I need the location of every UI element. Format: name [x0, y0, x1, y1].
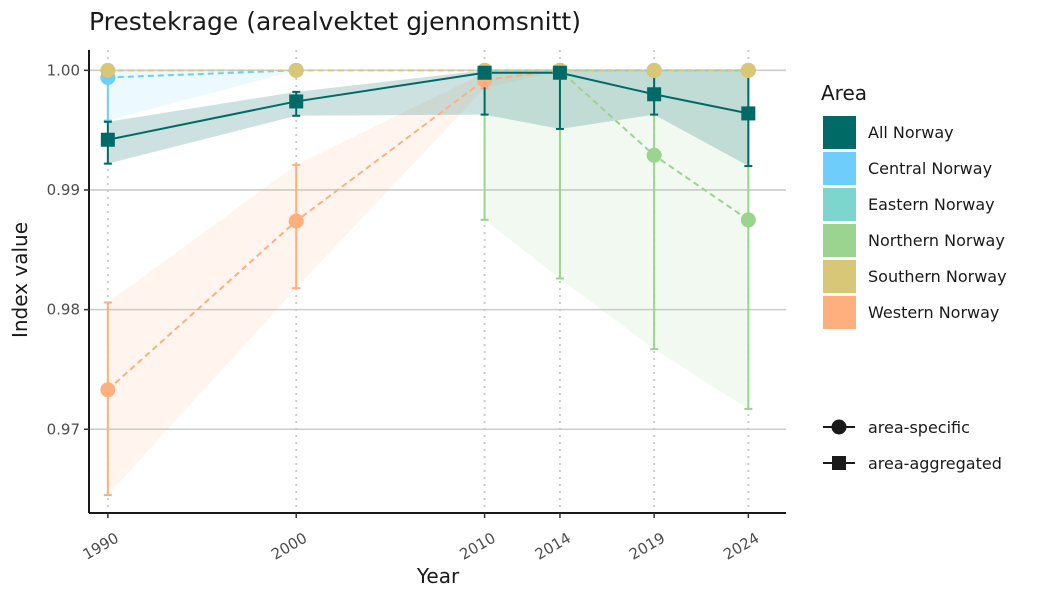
y-tick-label-0.97: 0.97	[47, 420, 80, 438]
x-tick-label-2024: 2024	[720, 529, 762, 564]
legend: All Norway Central Norway Eastern Norway No…	[823, 116, 1007, 473]
point-all-norway-2014	[552, 65, 567, 80]
legend-label-southern-norway: Southern Norway	[868, 267, 1007, 286]
legend-shape-area-specific	[831, 419, 847, 435]
plot-area: 0.97 0.98 0.99 1.00 1990 2000 2010 2014 2019 2024	[47, 50, 786, 564]
point-all-norway-2024	[741, 106, 756, 121]
ribbon-western-norway	[107, 70, 749, 496]
point-all-norway-2000	[289, 94, 304, 109]
line-all-norway	[107, 71, 749, 141]
point-all-norway-1990	[100, 132, 115, 147]
point-southern-norway-2024	[740, 62, 756, 78]
point-western-norway-1990	[100, 382, 116, 398]
legend-shape-label-area-specific: area-specific	[868, 418, 970, 437]
point-southern-norway-1990	[100, 62, 116, 78]
legend-key-western-norway	[823, 296, 856, 329]
point-all-norway-2010	[477, 65, 492, 80]
legend-label-eastern-norway: Eastern Norway	[868, 195, 995, 214]
legend-label-western-norway: Western Norway	[868, 303, 999, 322]
x-tick-label-2019: 2019	[626, 529, 668, 564]
ribbon-central-norway	[107, 70, 297, 121]
point-northern-norway-2019	[646, 147, 662, 163]
ribbon-northern-norway	[484, 70, 749, 409]
point-western-norway-2000	[288, 213, 304, 229]
line-central-norway	[107, 69, 297, 79]
legend-key-eastern-norway	[823, 188, 856, 221]
legend-label-all-norway: All Norway	[868, 123, 954, 142]
y-tick-label-0.99: 0.99	[47, 181, 80, 199]
x-tick-label-2014: 2014	[532, 529, 574, 564]
legend-key-southern-norway	[823, 260, 856, 293]
x-axis-title: Year	[416, 564, 460, 588]
legend-key-northern-norway	[823, 224, 856, 257]
x-tick-label-2010: 2010	[457, 529, 499, 564]
errorbar-western-norway-1990	[103, 301, 112, 497]
point-northern-norway-2024	[740, 212, 756, 228]
point-southern-norway-2019	[646, 62, 662, 78]
y-tick-label-0.98: 0.98	[47, 301, 80, 319]
legend-shape-area-aggregated	[832, 456, 846, 470]
ribbon-all-norway	[107, 70, 749, 167]
legend-key-all-norway	[823, 116, 856, 149]
legend-key-central-norway	[823, 152, 856, 185]
x-tick-label-1990: 1990	[80, 529, 122, 564]
legend-label-central-norway: Central Norway	[868, 159, 992, 178]
y-axis-title: Index value	[8, 222, 32, 338]
point-all-norway-2019	[647, 87, 662, 102]
x-tick-label-2000: 2000	[268, 529, 310, 564]
legend-label-northern-norway: Northern Norway	[868, 231, 1005, 250]
legend-shape-label-area-aggregated: area-aggregated	[868, 454, 1002, 473]
legend-title: Area	[821, 81, 867, 105]
chart-title: Prestekrage (arealvektet gjennomsnitt)	[89, 7, 581, 36]
y-tick-label-1.00: 1.00	[47, 61, 80, 79]
point-southern-norway-2000	[288, 62, 304, 78]
